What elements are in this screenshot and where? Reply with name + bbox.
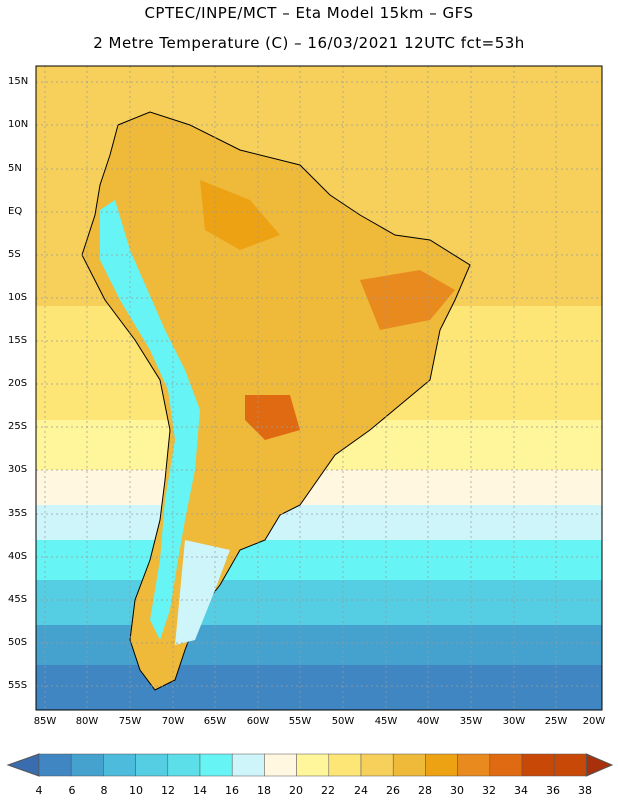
chart-title-line-2: 2 Metre Temperature (C) – 16/03/2021 12U… — [93, 34, 525, 52]
lon-label: 20W — [582, 716, 606, 727]
colorbar-label: 12 — [161, 784, 175, 797]
lat-label: 5S — [8, 249, 21, 260]
colorbar-label: 30 — [450, 784, 464, 797]
colorbar-label: 28 — [418, 784, 432, 797]
colorbar-swatch — [135, 753, 169, 777]
lon-label: 70W — [161, 716, 185, 727]
colorbar-label: 26 — [386, 784, 400, 797]
colorbar-swatch — [264, 753, 297, 777]
colorbar-label: 22 — [321, 784, 335, 797]
lat-label: 10N — [8, 119, 29, 130]
lat-label: 10S — [8, 292, 28, 303]
colorbar-swatch — [553, 753, 587, 777]
colorbar-label: 36 — [546, 784, 560, 797]
lon-label: 60W — [246, 716, 270, 727]
lat-label: 40S — [8, 551, 28, 562]
colorbar-swatch — [328, 753, 362, 777]
colorbar-swatch — [392, 753, 426, 777]
band-polar-ocean — [36, 625, 602, 670]
lon-label: 80W — [75, 716, 99, 727]
band-southern-ocean — [36, 665, 602, 710]
hot-region-north — [200, 180, 280, 250]
colorbar-label: 18 — [257, 784, 271, 797]
colorbar-label: 34 — [514, 784, 528, 797]
lat-label: 55S — [8, 680, 28, 691]
lon-label: 25W — [544, 716, 568, 727]
temperature-field — [36, 66, 602, 710]
colorbar-label: 4 — [35, 784, 43, 797]
lon-label: 65W — [203, 716, 227, 727]
colorbar-swatch — [199, 753, 233, 777]
lon-label: 50W — [331, 716, 355, 727]
colorbar-swatch — [103, 753, 136, 777]
lat-label: EQ — [8, 206, 23, 217]
graticule — [36, 66, 602, 710]
patagonia-cold — [175, 540, 230, 645]
colorbar-label: 8 — [100, 784, 108, 797]
colorbar-swatch — [38, 753, 72, 777]
colorbar-label: 38 — [578, 784, 592, 797]
lon-label: 35W — [459, 716, 483, 727]
lat-label: 20S — [8, 378, 28, 389]
lon-label: 45W — [374, 716, 398, 727]
colorbar-swatch — [231, 753, 265, 777]
colorbar-label: 16 — [225, 784, 239, 797]
colorbar-swatch — [521, 753, 555, 777]
lat-label: 30S — [8, 464, 28, 475]
lat-label: 15N — [8, 76, 29, 87]
colorbar-swatch — [425, 753, 458, 777]
lat-label: 15S — [8, 335, 28, 346]
map-frame — [35, 65, 603, 711]
colorbar-swatch — [296, 753, 330, 777]
colorbar-label: 6 — [68, 784, 76, 797]
colorbar-label: 32 — [482, 784, 496, 797]
chart-title-line-1: CPTEC/INPE/MCT – Eta Model 15km – GFS — [144, 4, 474, 22]
colorbar-swatch — [489, 753, 523, 777]
andes-cold-strip — [100, 200, 200, 640]
colorbar-arrow-low — [6, 753, 40, 777]
colorbar-swatch — [70, 753, 104, 777]
hot-region-east — [360, 270, 455, 330]
colorbar — [6, 753, 614, 777]
lon-label: 75W — [118, 716, 142, 727]
lon-label: 55W — [288, 716, 312, 727]
colorbar-arrow-high — [585, 753, 614, 777]
lat-label: 25S — [8, 421, 28, 432]
band-frigid-ocean — [36, 580, 602, 630]
lon-label: 85W — [33, 716, 57, 727]
lon-label: 40W — [416, 716, 440, 727]
lon-label: 30W — [502, 716, 526, 727]
colorbar-swatch — [167, 753, 201, 777]
lat-label: 5N — [8, 163, 22, 174]
colorbar-label: 20 — [289, 784, 303, 797]
colorbar-swatch — [457, 753, 491, 777]
colorbar-label: 14 — [193, 784, 207, 797]
colorbar-label: 10 — [129, 784, 143, 797]
hot-region-paraguay — [245, 395, 300, 440]
colorbar-label: 24 — [354, 784, 368, 797]
lat-label: 45S — [8, 594, 28, 605]
lat-label: 35S — [8, 508, 28, 519]
colorbar-swatch — [360, 753, 394, 777]
lat-label: 50S — [8, 637, 28, 648]
